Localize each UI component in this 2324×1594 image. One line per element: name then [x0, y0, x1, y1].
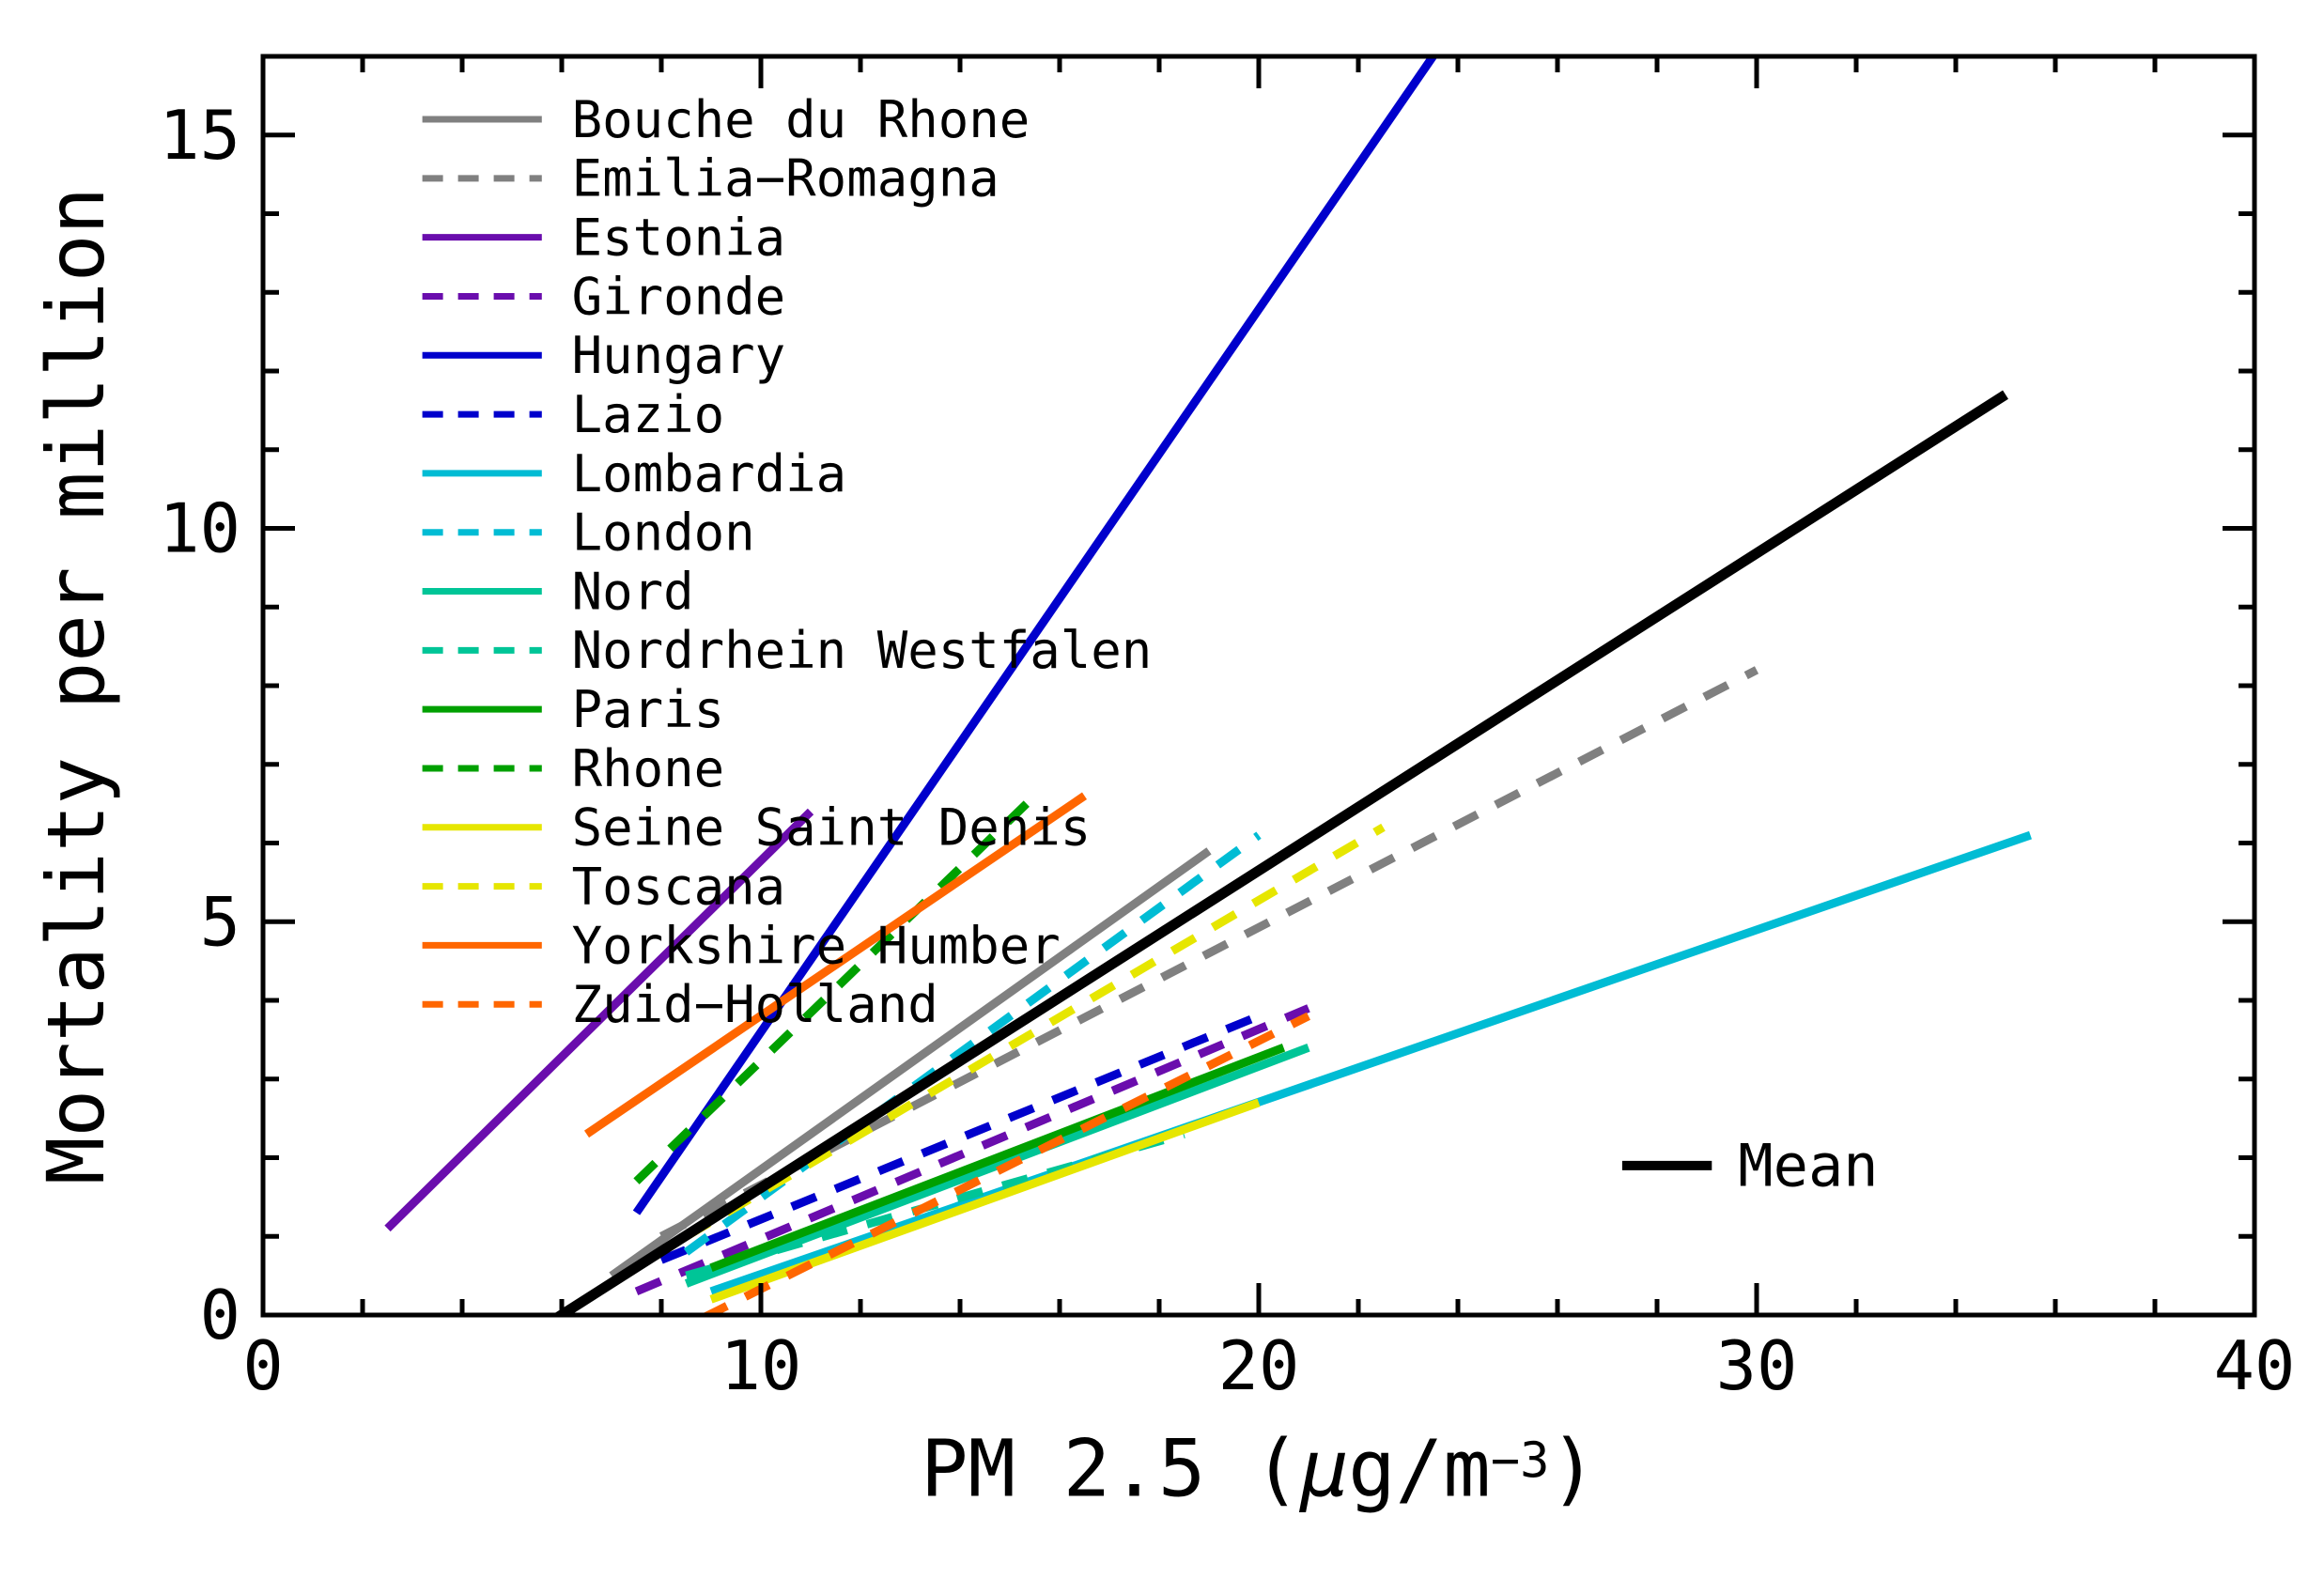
x-tick-label: 20 [1218, 1326, 1300, 1405]
legend-label: Toscana [572, 857, 786, 916]
legend-label: Gironde [572, 267, 786, 326]
x-tick-label: 40 [2214, 1326, 2296, 1405]
legend-label: Emilia−Romagna [572, 149, 999, 209]
x-tick-label: 10 [720, 1326, 802, 1405]
legend-label: Hungary [572, 326, 786, 385]
legend-label: Zuid−Holland [572, 975, 938, 1034]
y-tick-label: 0 [200, 1276, 240, 1354]
legend-label: Rhone [572, 739, 725, 798]
legend-label: Seine Saint Denis [572, 798, 1092, 858]
chart-container: 010203040051015PM 2.5 (μg/m−3)Mortality … [0, 0, 2324, 1594]
legend-label: Nordrhein Westfalen [572, 621, 1153, 680]
y-tick-label: 10 [159, 489, 240, 568]
legend-label: Paris [572, 680, 725, 739]
legend-label: Estonia [572, 209, 786, 268]
legend-label: Yorkshire Humber [572, 916, 1061, 975]
legend-label: Lazio [572, 385, 725, 444]
x-tick-label: 0 [242, 1326, 283, 1405]
y-tick-label: 5 [200, 882, 240, 961]
mean-legend-label: Mean [1738, 1132, 1878, 1200]
y-axis-label: Mortality per million [30, 187, 122, 1184]
legend-label: Nord [572, 562, 694, 621]
mortality-vs-pm25-chart: 010203040051015PM 2.5 (μg/m−3)Mortality … [0, 0, 2324, 1594]
y-tick-label: 15 [159, 96, 240, 175]
legend-label: Bouche du Rhone [572, 90, 1030, 149]
legend-label: London [572, 503, 755, 563]
legend-label: Lombardia [572, 444, 847, 503]
x-tick-label: 30 [1716, 1326, 1798, 1405]
